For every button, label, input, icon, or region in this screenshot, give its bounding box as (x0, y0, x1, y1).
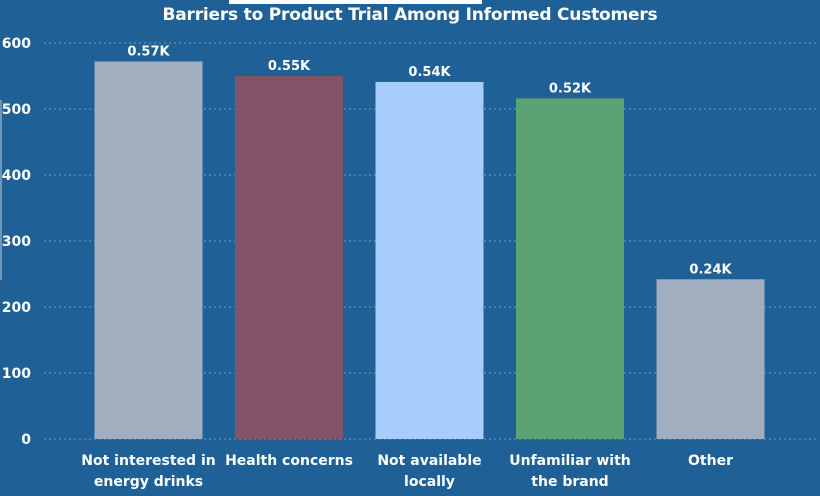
bar[interactable] (656, 279, 765, 439)
x-tick-label: energy drinks (94, 474, 203, 490)
x-tick-label: Not available (377, 453, 481, 469)
x-tick-label: Other (688, 453, 733, 469)
data-label: 0.54K (408, 65, 451, 80)
chart-title: Barriers to Product Trial Among Informed… (162, 5, 658, 25)
bar[interactable] (375, 81, 484, 439)
x-tick-label: the brand (531, 474, 608, 490)
y-tick-label: 500 (2, 102, 31, 118)
x-tick-label: locally (404, 474, 455, 490)
data-label: 0.24K (689, 262, 732, 277)
data-label: 0.55K (268, 59, 311, 74)
x-tick-label: Not interested in (81, 453, 215, 469)
data-label: 0.57K (127, 44, 170, 59)
bar[interactable] (235, 76, 343, 439)
bar[interactable] (516, 98, 624, 439)
y-tick-label: 0 (21, 432, 31, 448)
x-tick-label: Health concerns (225, 453, 353, 469)
y-tick-label: 600 (2, 36, 31, 52)
y-tick-label: 200 (2, 300, 31, 316)
y-tick-label: 400 (2, 168, 31, 184)
bar[interactable] (94, 61, 203, 439)
data-label: 0.52K (549, 81, 592, 96)
left-edge-marker (0, 100, 2, 280)
y-tick-label: 300 (2, 234, 31, 250)
y-tick-label: 100 (2, 366, 31, 382)
x-tick-label: Unfamiliar with (509, 453, 630, 469)
title-underline-bar (229, 0, 482, 4)
